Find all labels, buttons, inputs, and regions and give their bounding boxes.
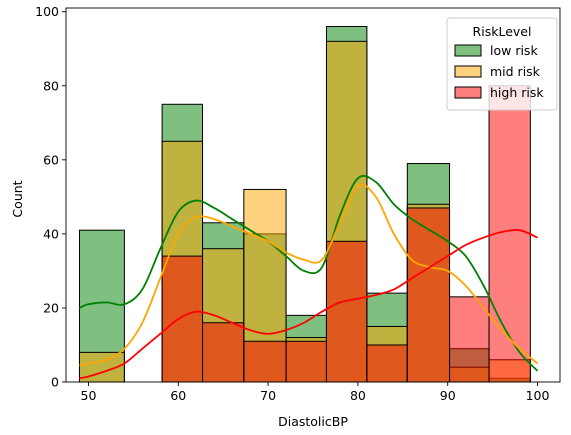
- legend-swatch: [454, 86, 482, 99]
- axes: 50 60 70 80 90 100 0 20 40 60 80 100: [35, 4, 561, 403]
- x-tick-label: 50: [81, 388, 97, 403]
- legend: RiskLevel low risk mid risk high risk: [446, 17, 558, 111]
- y-tick-label: 40: [43, 226, 59, 241]
- y-tick-label: 80: [43, 78, 59, 93]
- x-tick-label: 100: [526, 388, 550, 403]
- x-axis-label: DiastolicBP: [278, 414, 348, 429]
- bar: [406, 207, 451, 383]
- x-tick-label: 80: [350, 388, 366, 403]
- kde-line-mid-risk: [79, 183, 539, 367]
- y-tick-label: 0: [51, 375, 59, 390]
- axes-frame: [65, 7, 561, 383]
- bar: [243, 340, 287, 383]
- x-tick-label: 60: [170, 388, 186, 403]
- bar: [366, 344, 408, 383]
- x-tick-label: 90: [440, 388, 456, 403]
- kde-line-low-risk: [79, 175, 539, 372]
- bar: [202, 322, 245, 383]
- legend-label: mid risk: [490, 64, 541, 79]
- bar: [161, 255, 204, 383]
- series-high-risk-bars: [79, 85, 531, 383]
- bar: [449, 296, 490, 383]
- legend-swatch: [454, 65, 482, 78]
- x-tick-label: 70: [260, 388, 276, 403]
- legend-label: low risk: [490, 43, 538, 58]
- kde-line-high-risk: [79, 229, 538, 380]
- legend-swatch: [454, 44, 482, 57]
- legend-title: RiskLevel: [473, 24, 532, 39]
- y-tick-label: 60: [43, 152, 59, 167]
- y-tick-label: 100: [35, 4, 59, 19]
- bar: [325, 240, 368, 383]
- y-tick-label: 20: [43, 300, 59, 315]
- legend-label: high risk: [490, 85, 544, 100]
- plot-area: [78, 26, 539, 383]
- y-axis-label: Count: [10, 180, 25, 217]
- bar: [285, 340, 327, 383]
